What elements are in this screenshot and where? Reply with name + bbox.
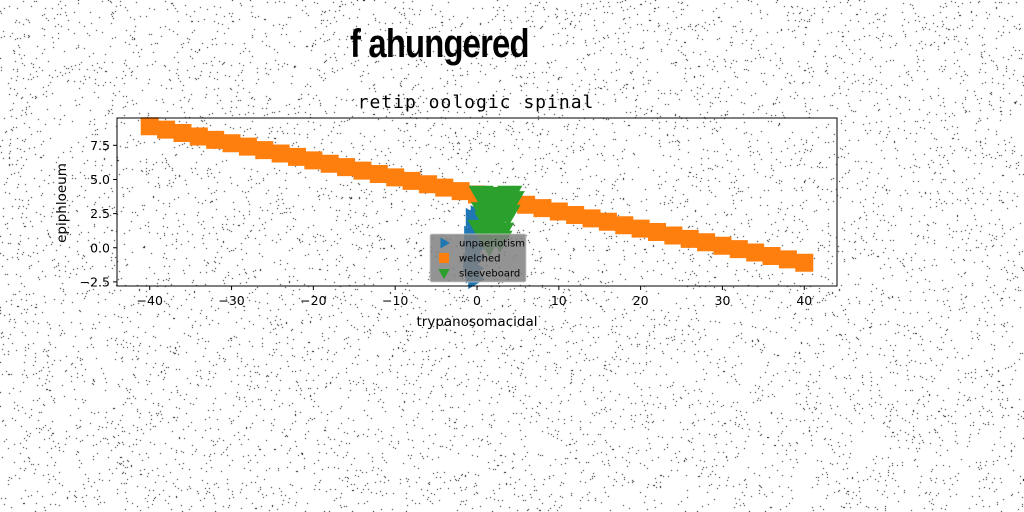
legend-marker: [440, 237, 450, 249]
data-point: [495, 204, 521, 227]
data-point: [615, 216, 634, 235]
legend-label: unpaeriotism: [459, 239, 525, 250]
data-point: [795, 253, 814, 272]
x-axis: −40 −30 −20 −10 0 10 20 30 40: [137, 286, 812, 308]
y-tick-label: 5.0: [90, 172, 110, 187]
data-point: [402, 171, 421, 190]
data-point: [418, 175, 437, 194]
data-point: [729, 240, 748, 259]
data-point: [631, 219, 650, 238]
data-point: [206, 130, 225, 149]
data-point: [451, 182, 470, 201]
x-tick-label: 30: [715, 293, 731, 308]
data-point: [664, 226, 683, 245]
x-tick-label: 40: [796, 293, 812, 308]
legend-label: welched: [459, 254, 500, 265]
legend-box: [429, 233, 527, 283]
data-point: [648, 223, 666, 242]
data-point: [746, 243, 765, 262]
legend-marker: [438, 269, 450, 279]
y-axis: −2.5 0.0 2.5 5.0 7.5: [80, 138, 117, 289]
data-point: [566, 205, 585, 224]
data-point: [778, 250, 797, 269]
data-point: [337, 158, 356, 177]
data-point: [680, 229, 699, 248]
data-point: [271, 144, 290, 163]
data-point: [582, 209, 601, 228]
data-point: [517, 195, 536, 214]
series-welched: [140, 117, 814, 272]
y-tick-label: 0.0: [90, 240, 110, 255]
x-tick-label: 20: [633, 293, 649, 308]
x-tick-label: −10: [382, 293, 408, 308]
data-point: [713, 236, 732, 255]
x-tick-label: −20: [300, 293, 326, 308]
data-point: [499, 191, 525, 214]
figure-suptitle: f ahungered: [350, 22, 530, 66]
x-tick-label: −40: [137, 293, 163, 308]
data-point: [222, 134, 241, 153]
y-tick-label: −2.5: [80, 274, 110, 289]
y-axis-label: epiphloeum: [54, 163, 70, 243]
data-point: [255, 141, 274, 160]
data-point: [173, 124, 192, 143]
data-point: [435, 178, 454, 197]
x-axis-label: trypanosomacidal: [417, 314, 538, 330]
chart-title: retip oologic spinal: [358, 92, 595, 113]
data-point: [140, 117, 159, 136]
data-point: [762, 246, 781, 265]
x-tick-label: 10: [551, 293, 567, 308]
legend: unpaeriotism welched sleeveboard: [429, 233, 527, 283]
data-point: [189, 127, 208, 146]
data-point: [288, 147, 306, 166]
data-point: [386, 168, 405, 187]
data-point: [157, 120, 176, 139]
legend-label: sleeveboard: [459, 269, 520, 280]
data-point: [353, 161, 372, 180]
data-point: [369, 165, 388, 183]
data-point: [320, 154, 339, 173]
data-point: [238, 137, 257, 156]
legend-marker: [439, 253, 449, 263]
data-point: [598, 212, 617, 231]
x-tick-label: −30: [218, 293, 244, 308]
y-tick-label: 2.5: [90, 206, 110, 221]
data-point: [549, 202, 568, 221]
data-point: [304, 151, 323, 170]
data-point: [697, 233, 716, 252]
x-tick-label: 0: [473, 293, 481, 308]
data-point: [533, 199, 552, 218]
y-tick-label: 7.5: [90, 138, 110, 153]
